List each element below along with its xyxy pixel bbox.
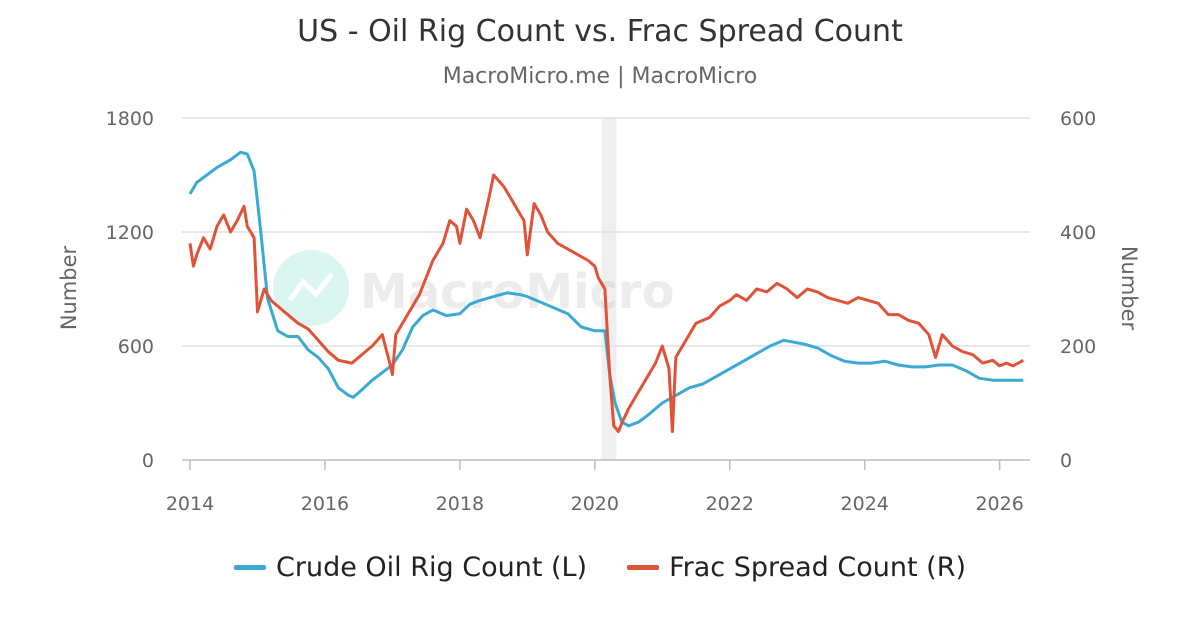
legend-item-rig-count[interactable]: Crude Oil Rig Count (L): [234, 552, 587, 583]
recession-band: [601, 118, 617, 460]
x-tick-label: 2018: [436, 493, 484, 515]
y-axis-title-right: Number: [1117, 246, 1141, 331]
x-tick-label: 2022: [706, 493, 754, 515]
chart-subtitle: MacroMicro.me | MacroMicro: [442, 64, 758, 89]
rig-count-line: [188, 150, 1024, 428]
y-tick-right: 200: [1060, 336, 1096, 358]
x-tick-label: 2016: [301, 493, 349, 515]
y-tick-right: 0: [1060, 450, 1072, 472]
y-axis-title-left: Number: [57, 245, 81, 330]
x-tick-label: 2014: [166, 493, 214, 515]
legend: Crude Oil Rig Count (L) Frac Spread Coun…: [0, 552, 1200, 583]
legend-label-frac-spread: Frac Spread Count (R): [669, 552, 966, 583]
y-tick-left: 0: [142, 450, 154, 472]
recession-shading-layer: [601, 118, 617, 460]
legend-label-rig-count: Crude Oil Rig Count (L): [276, 552, 588, 583]
axes-layer: 0 600 1200 1800 0 200 400 600 2014 2016 2018 2020 20…: [106, 108, 1097, 515]
watermark-text: MacroMicro: [360, 264, 675, 320]
chart-title: US - Oil Rig Count vs. Frac Spread Count: [297, 14, 903, 49]
y-tick-left: 1800: [106, 108, 154, 130]
watermark-logo-icon: [273, 250, 349, 326]
legend-item-frac-spread[interactable]: Frac Spread Count (R): [627, 552, 966, 583]
y-tick-left: 1200: [106, 222, 154, 244]
legend-swatch-rig-count: [234, 565, 266, 570]
watermark-logo: MacroMicro: [273, 250, 675, 326]
series-layer: [188, 150, 1025, 433]
x-tick-label: 2026: [975, 493, 1023, 515]
y-tick-left: 600: [118, 336, 154, 358]
x-tick-label: 2024: [841, 493, 889, 515]
x-tick-label: 2020: [571, 493, 619, 515]
frac-spread-line: [188, 173, 1025, 433]
y-tick-right: 400: [1060, 222, 1096, 244]
watermark-trend-icon: [287, 272, 334, 302]
y-tick-right: 600: [1060, 108, 1096, 130]
legend-swatch-frac-spread: [627, 565, 660, 570]
